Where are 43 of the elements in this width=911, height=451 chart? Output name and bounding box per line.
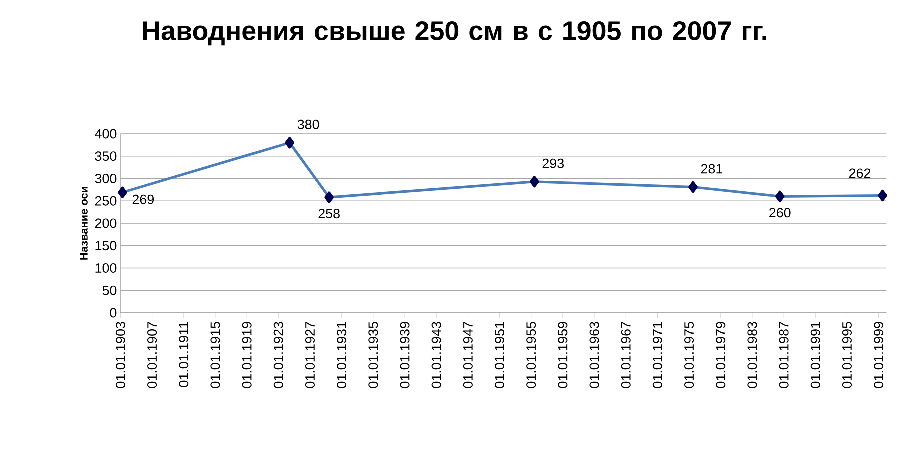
x-tick-label: 01.01.1995 xyxy=(842,322,852,388)
data-label: 269 xyxy=(132,194,154,204)
x-tick-label: 01.01.1943 xyxy=(432,322,442,388)
x-tick-label: 01.01.1907 xyxy=(148,322,158,388)
data-label: 293 xyxy=(542,158,564,168)
y-tick-label: 250 xyxy=(95,196,117,206)
x-tick-label: 01.01.1951 xyxy=(495,322,505,388)
x-tick-label: 01.01.1967 xyxy=(621,322,631,388)
data-label: 258 xyxy=(318,209,340,219)
x-tick-label: 01.01.1963 xyxy=(590,322,600,388)
x-tick-label: 01.01.1931 xyxy=(337,322,347,388)
x-tick-label: 01.01.1947 xyxy=(463,322,473,388)
data-label: 260 xyxy=(770,208,791,218)
x-tick-label: 01.01.1979 xyxy=(716,322,726,388)
x-tick-label: 01.01.1903 xyxy=(116,322,126,388)
y-tick-label: 200 xyxy=(95,218,117,228)
y-tick-label: 150 xyxy=(96,241,117,251)
x-tick-label: 01.01.1971 xyxy=(652,322,662,388)
x-tick-label: 01.01.1999 xyxy=(874,322,884,388)
y-tick-label: 350 xyxy=(95,152,117,162)
x-tick-label: 01.01.1915 xyxy=(210,322,220,388)
x-tick-label: 01.01.1983 xyxy=(748,322,758,388)
x-tick-label: 01.01.1987 xyxy=(779,322,789,388)
data-label: 262 xyxy=(849,168,871,178)
x-tick-label: 01.01.1935 xyxy=(368,322,378,388)
y-axis-title: Название оси xyxy=(80,187,88,260)
y-tick-label: 50 xyxy=(102,286,117,296)
x-tick-label: 01.01.1959 xyxy=(558,322,568,388)
x-tick-label: 01.01.1991 xyxy=(810,322,820,388)
x-tick-label: 01.01.1927 xyxy=(305,322,315,388)
data-label: 380 xyxy=(298,120,320,130)
x-tick-label: 01.01.1919 xyxy=(242,322,252,388)
x-tick-label: 01.01.1975 xyxy=(684,322,694,388)
data-label: 281 xyxy=(701,164,723,174)
x-tick-label: 01.01.1923 xyxy=(274,322,284,388)
x-tick-label: 01.01.1955 xyxy=(526,322,536,388)
y-tick-label: 400 xyxy=(95,129,117,139)
chart-title: Наводнения свыше 250 см в с 1905 по 2007 гг. xyxy=(143,22,767,46)
x-tick-label: 01.01.1939 xyxy=(400,322,410,388)
y-tick-label: 0 xyxy=(110,308,117,318)
x-tick-label: 01.01.1911 xyxy=(179,322,189,388)
y-tick-label: 300 xyxy=(95,174,117,184)
y-tick-label: 100 xyxy=(96,263,117,273)
